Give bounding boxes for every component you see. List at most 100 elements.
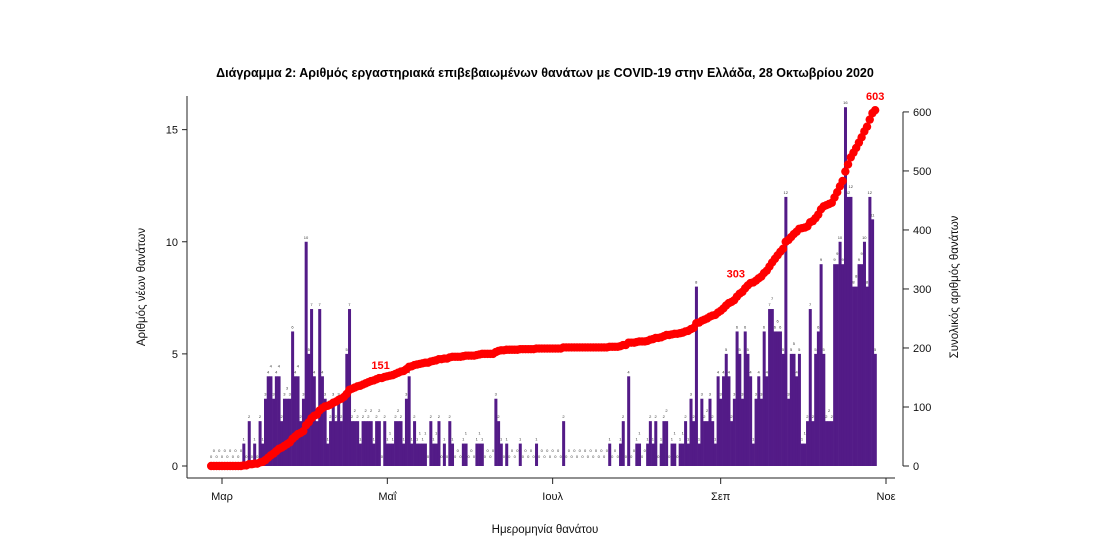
bar-value-label: 6 bbox=[774, 324, 777, 329]
bar bbox=[665, 421, 669, 466]
bar-value-label: 0 bbox=[565, 454, 568, 459]
bar bbox=[743, 331, 747, 466]
cumulative-point bbox=[862, 122, 872, 131]
bar-value-label: 2 bbox=[365, 408, 368, 413]
bar-value-label: 1 bbox=[519, 437, 522, 442]
bar-value-label: 0 bbox=[516, 448, 519, 453]
bar-value-label: 1 bbox=[253, 437, 256, 442]
bar-value-label: 2 bbox=[684, 414, 687, 419]
bar-value-label: 12 bbox=[846, 190, 851, 195]
bar-value-label: 2 bbox=[825, 414, 828, 419]
bar bbox=[762, 331, 766, 466]
bar-value-label: 0 bbox=[473, 454, 476, 459]
bar bbox=[841, 264, 845, 466]
bar bbox=[266, 376, 270, 466]
bar-value-label: 1 bbox=[359, 437, 362, 442]
bar-value-label: 1 bbox=[262, 437, 265, 442]
bar bbox=[404, 398, 408, 466]
bar-value-label: 0 bbox=[232, 454, 235, 459]
bar bbox=[326, 443, 330, 466]
bar-value-label: 4 bbox=[278, 363, 281, 368]
bar bbox=[662, 421, 666, 466]
bar bbox=[803, 443, 807, 466]
bar-value-label: 9 bbox=[842, 257, 845, 262]
bar bbox=[394, 421, 398, 466]
bar-value-label: 0 bbox=[598, 454, 601, 459]
bar-value-label: 4 bbox=[728, 369, 731, 374]
bar-value-label: 0 bbox=[503, 454, 506, 459]
bar-value-label: 2 bbox=[438, 414, 441, 419]
bar bbox=[518, 443, 522, 466]
bar-value-label: 0 bbox=[492, 448, 495, 453]
bar bbox=[247, 421, 251, 466]
bar-value-label: 10 bbox=[838, 235, 843, 240]
bar bbox=[361, 421, 365, 466]
bar-value-label: 8 bbox=[866, 280, 869, 285]
bar bbox=[377, 421, 381, 466]
bar-value-label: 1 bbox=[682, 431, 685, 436]
bar-value-label: 0 bbox=[584, 448, 587, 453]
cumulative-layer bbox=[206, 105, 880, 471]
bar bbox=[272, 398, 276, 466]
bar-value-label: 0 bbox=[657, 454, 660, 459]
bar-value-label: 3 bbox=[787, 392, 790, 397]
bar bbox=[608, 443, 612, 466]
bar-value-label: 1 bbox=[462, 437, 465, 442]
bar bbox=[299, 421, 303, 466]
bar-value-label: 2 bbox=[497, 414, 500, 419]
y2-tick-label: 400 bbox=[913, 225, 931, 237]
bar bbox=[418, 443, 422, 466]
bar-value-label: 2 bbox=[400, 414, 403, 419]
bar bbox=[329, 421, 333, 466]
bar-value-label: 5 bbox=[823, 347, 826, 352]
bar bbox=[741, 398, 745, 466]
bar-value-label: 1 bbox=[443, 437, 446, 442]
bar bbox=[399, 421, 403, 466]
bar bbox=[258, 421, 262, 466]
bar-value-label: 7 bbox=[809, 302, 812, 307]
bar bbox=[415, 443, 419, 466]
bar-value-label: 5 bbox=[725, 347, 728, 352]
bar-value-label: 8 bbox=[855, 274, 858, 279]
x-tick-label: Νοε bbox=[877, 491, 896, 503]
bar-value-label: 2 bbox=[413, 414, 416, 419]
bar-value-label: 7 bbox=[768, 302, 771, 307]
x-axis-label: Ημερομηνία θανάτου bbox=[492, 524, 599, 536]
bar-value-label: 1 bbox=[652, 437, 655, 442]
bar bbox=[797, 353, 801, 466]
bar bbox=[700, 398, 704, 466]
bar-value-label: 3 bbox=[332, 392, 335, 397]
bar-value-label: 1 bbox=[419, 431, 422, 436]
bar bbox=[429, 421, 433, 466]
bar-value-label: 6 bbox=[736, 324, 739, 329]
bar bbox=[383, 421, 387, 466]
bar bbox=[369, 421, 373, 466]
bar bbox=[697, 443, 701, 466]
bar-value-label: 1 bbox=[671, 437, 674, 442]
bar-value-label: 0 bbox=[240, 448, 243, 453]
bar-value-label: 1 bbox=[505, 437, 508, 442]
bar-value-label: 0 bbox=[215, 454, 218, 459]
annotation-603: 603 bbox=[866, 91, 884, 103]
bar bbox=[713, 443, 717, 466]
bar bbox=[827, 421, 831, 466]
bar-value-label: 9 bbox=[858, 257, 861, 262]
bar bbox=[670, 443, 674, 466]
bar-value-label: 5 bbox=[814, 347, 817, 352]
bar bbox=[822, 353, 826, 466]
bar-value-label: 9 bbox=[833, 257, 836, 262]
bar-value-label: 1 bbox=[389, 431, 392, 436]
bar bbox=[535, 443, 539, 466]
bar-value-label: 2 bbox=[362, 414, 365, 419]
bar bbox=[689, 398, 693, 466]
bar-value-label: 2 bbox=[351, 414, 354, 419]
bar bbox=[494, 398, 498, 466]
bar-labels-layer: 0000000000001020102134434423336442310574… bbox=[210, 100, 877, 459]
bar-value-label: 0 bbox=[446, 454, 449, 459]
bar bbox=[724, 353, 728, 466]
bar bbox=[342, 398, 346, 466]
bar-value-label: 2 bbox=[378, 408, 381, 413]
bar bbox=[478, 443, 482, 466]
bar-value-label: 7 bbox=[310, 302, 313, 307]
bar bbox=[684, 421, 688, 466]
